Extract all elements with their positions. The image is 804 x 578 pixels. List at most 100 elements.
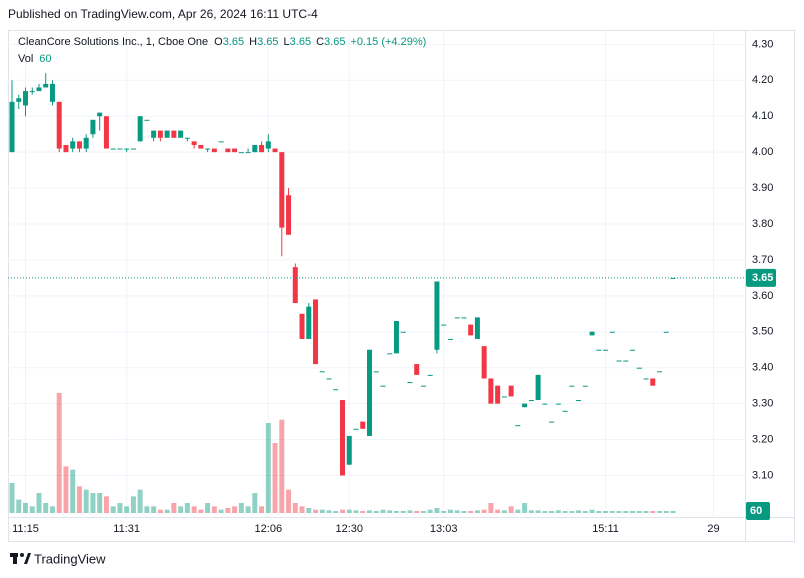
volume-bar (414, 511, 420, 513)
axes: 3.10 3.20 3.30 3.40 3.50 3.60 3.70 3.80 3.90 4.00… (8, 38, 776, 535)
volume-bar (623, 511, 629, 513)
logo-part (20, 553, 24, 557)
volume-bar (286, 489, 292, 513)
volume-bar (313, 509, 319, 513)
volume-bar (265, 423, 271, 513)
candles (9, 73, 676, 476)
last-price-tag (746, 268, 776, 287)
volume-bar (636, 511, 642, 513)
volume-bar (252, 493, 258, 513)
last-volume-label: 60 (750, 505, 762, 517)
candle-body (555, 403, 561, 405)
volume-bar (9, 483, 15, 513)
volume-bar (630, 511, 636, 513)
volume-bar (70, 469, 76, 513)
volume-bar (616, 511, 622, 513)
volume-bar (238, 503, 244, 513)
volume-bar (528, 510, 534, 513)
volume-bar (474, 510, 480, 513)
volume-bar (43, 503, 49, 513)
candle-body (191, 141, 197, 145)
y-tick-label: 3.20 (752, 433, 773, 445)
candle-body (9, 101, 15, 153)
x-tick-label: 12:30 (335, 523, 363, 535)
volume-bar (340, 509, 346, 513)
volume-bar (542, 511, 548, 513)
volume-bar (326, 510, 332, 513)
volume-bar (171, 503, 177, 513)
candle-body (636, 367, 642, 369)
volume-bar (299, 506, 305, 513)
candle-body (326, 378, 332, 380)
volume-bar (589, 509, 595, 513)
candle-body (137, 116, 143, 142)
volume-bar (83, 489, 89, 513)
candle-body (171, 130, 177, 138)
candle-body (286, 195, 292, 235)
candle-body (292, 267, 298, 304)
volume-bars (9, 393, 676, 513)
brand-logo (10, 553, 31, 564)
volume-bar (508, 506, 514, 513)
volume-bar (657, 511, 663, 513)
volume-bar (454, 510, 460, 513)
candle-body (151, 130, 157, 138)
y-tick-label: 3.10 (752, 469, 773, 481)
candle-body (663, 331, 669, 333)
candle-body (70, 141, 76, 149)
candle-body (299, 313, 305, 339)
candle-body (380, 385, 386, 387)
symbol-title: CleanCore Solutions Inc., 1, Cboe One (18, 36, 208, 48)
candle-body (306, 306, 312, 339)
chart-frame (8, 30, 795, 542)
volume-bar (110, 506, 116, 513)
candle-body (144, 119, 150, 121)
volume-bar (346, 509, 352, 513)
volume-bar (232, 506, 238, 513)
legend-low: 3.65 (290, 36, 311, 48)
volume-bar (535, 510, 541, 513)
volume-bar (353, 510, 359, 513)
volume-bar (90, 493, 96, 513)
candle-body (542, 403, 548, 405)
candle-body (43, 83, 49, 88)
volume-bar (366, 510, 372, 513)
brand-name: TradingView (34, 551, 106, 566)
legend-high: 3.65 (257, 36, 278, 48)
y-tick-label: 3.80 (752, 218, 773, 230)
candle-body (414, 364, 420, 375)
candle-body (474, 317, 480, 339)
volume-bar (137, 489, 143, 513)
candle-body (29, 91, 35, 93)
volume-bar (663, 511, 669, 513)
logo-part (13, 553, 17, 564)
volume-bar (164, 509, 170, 513)
legend-key: H (249, 36, 257, 48)
volume-bar (393, 511, 399, 513)
candle-body (360, 421, 366, 429)
volume-bar (144, 506, 150, 513)
volume-bar (49, 506, 55, 513)
volume-bar (609, 511, 615, 513)
candle-body (596, 349, 602, 351)
candle-body (650, 378, 656, 386)
candle-body (582, 385, 588, 387)
x-tick-label: 12:06 (255, 523, 283, 535)
y-tick-label: 3.50 (752, 326, 773, 338)
candle-body (603, 349, 609, 351)
candle-body (130, 148, 136, 150)
candle-body (232, 148, 238, 153)
candle-body (481, 346, 487, 379)
legend-close: 3.65 (324, 36, 345, 48)
volume-bar (130, 496, 136, 513)
last-volume-tag (746, 502, 770, 520)
volume-bar (333, 511, 339, 513)
volume-bar (279, 419, 285, 513)
candle-body (630, 349, 636, 351)
candle-body (420, 385, 426, 387)
x-tick-label: 15:11 (592, 523, 619, 535)
candle-body (468, 324, 474, 336)
volume-bar (124, 506, 130, 513)
